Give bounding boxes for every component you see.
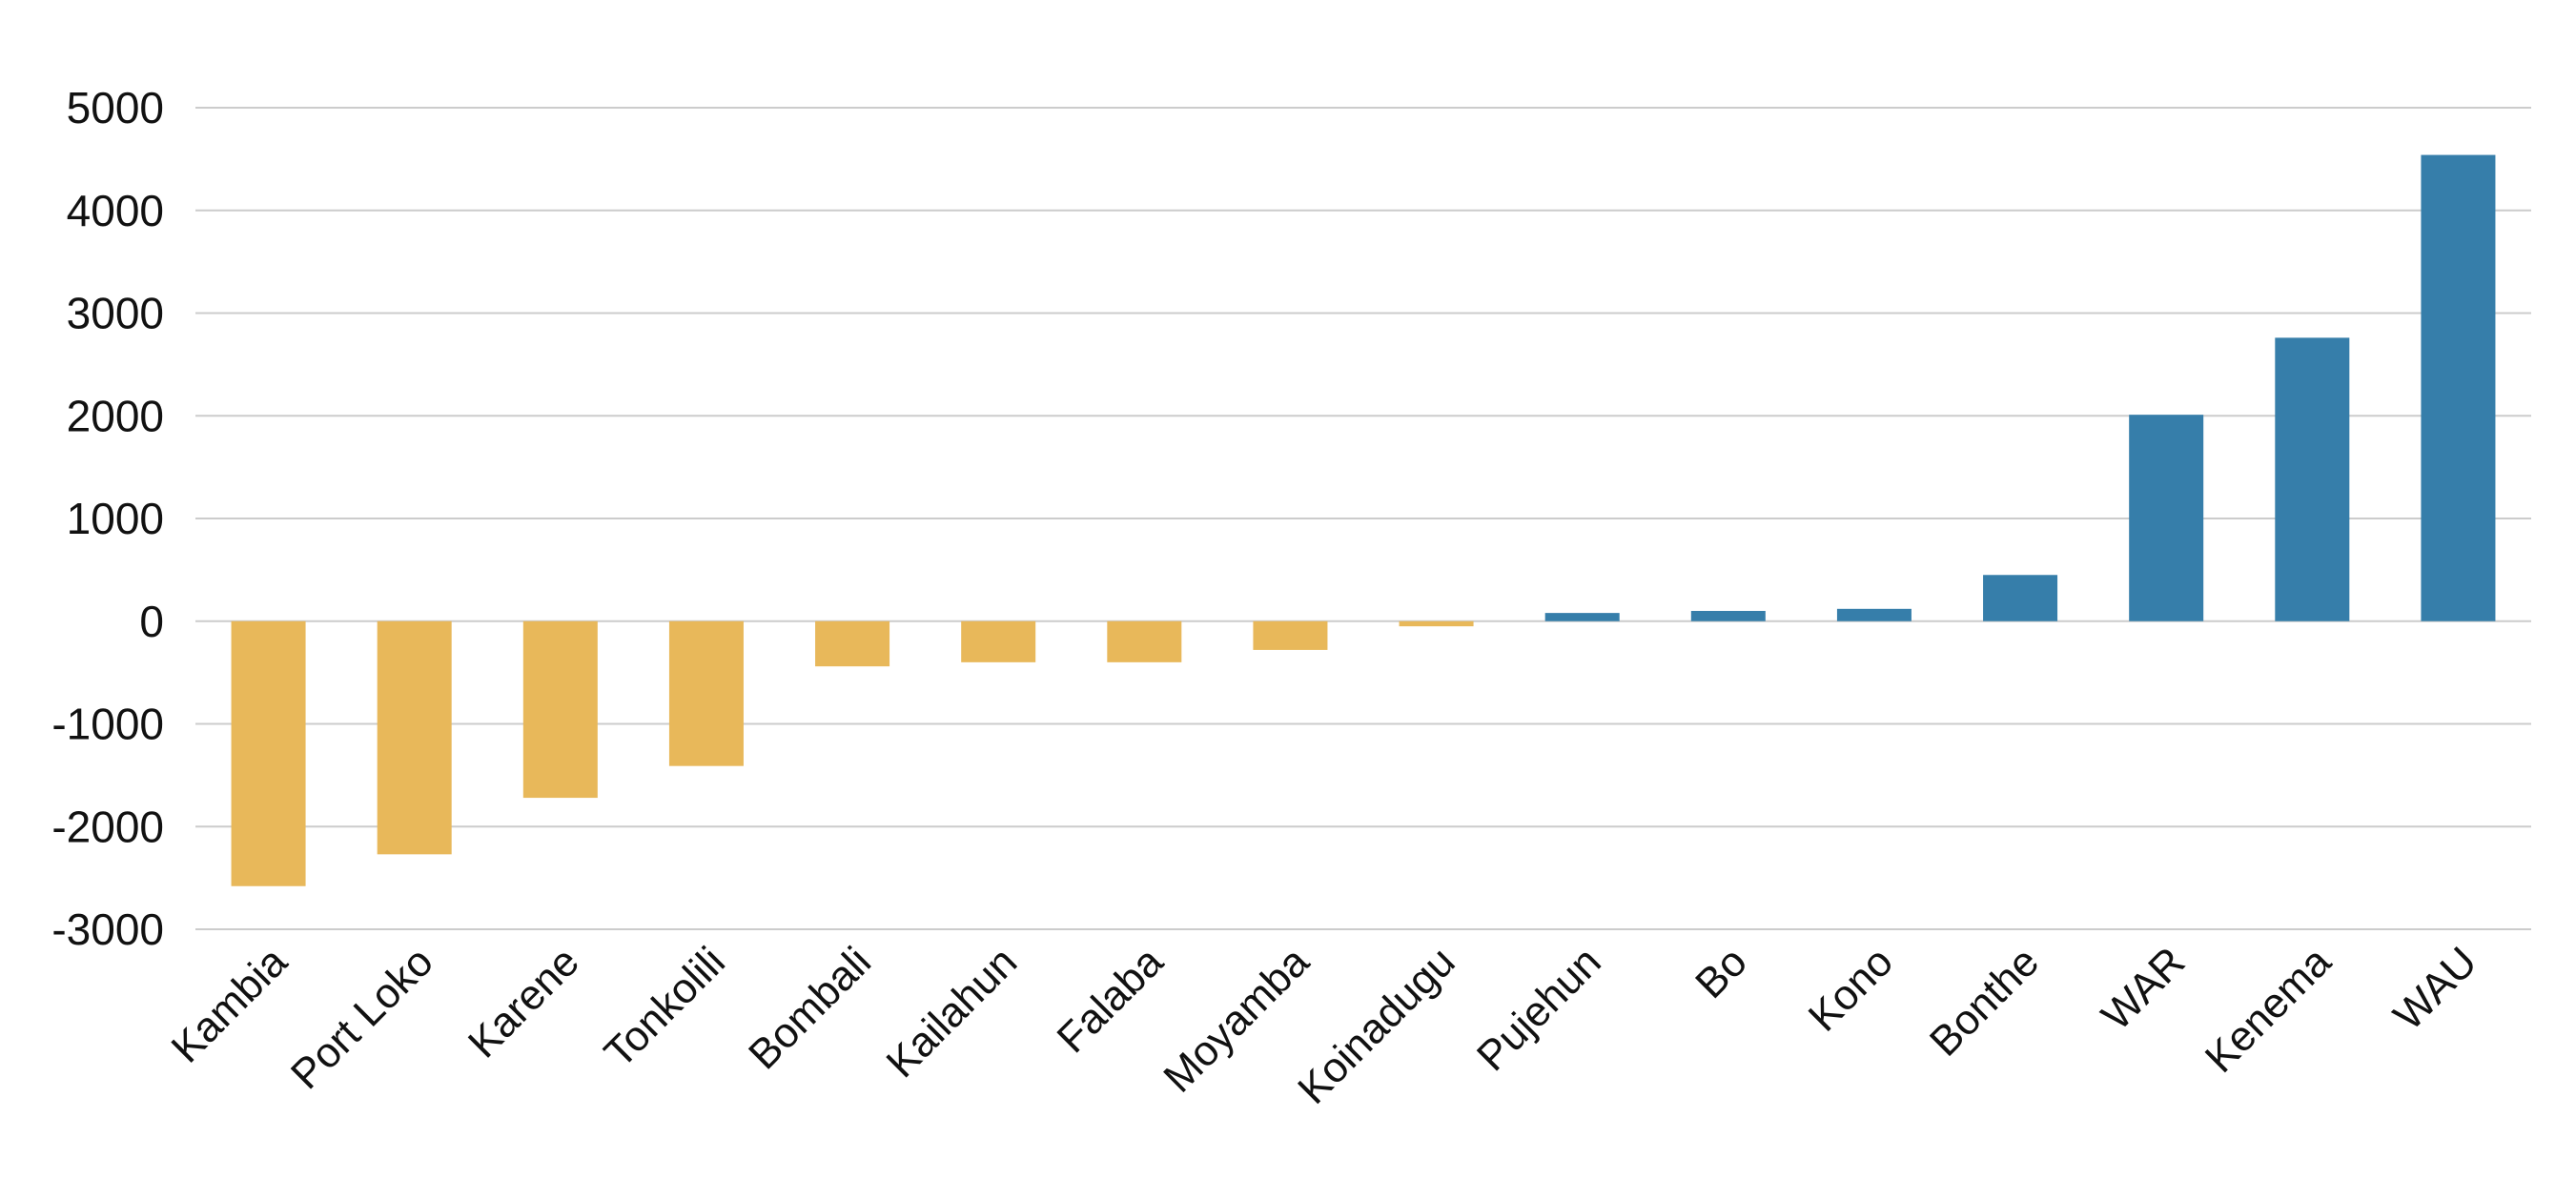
bar-koinadugu [1399, 620, 1474, 627]
y-tick-label: 5000 [67, 83, 164, 132]
y-axis-tick-labels: 5000 4000 3000 2000 1000 0 -1000 -2000 -3000 [51, 83, 164, 954]
bar-pujehun [1544, 613, 1620, 621]
y-tick-label: -2000 [51, 802, 164, 851]
x-category-label-kono: Kono [1800, 938, 1902, 1040]
x-category-label-bo: Bo [1687, 938, 1756, 1007]
x-category-label-bonthe: Bonthe [1921, 938, 2048, 1065]
y-tick-label: 1000 [67, 494, 164, 543]
bar-kailahun [961, 620, 1036, 662]
bar-kambia [231, 620, 306, 886]
bar-kenema [2275, 337, 2350, 621]
x-category-label-karene: Karene [460, 938, 588, 1067]
y-tick-label: 3000 [67, 289, 164, 338]
bar-port-loko [377, 620, 452, 855]
bar-kono [1836, 608, 1912, 621]
bar-tonkolili [668, 620, 744, 766]
bar-bo [1690, 610, 1766, 621]
x-category-label-bombali: Bombali [740, 938, 880, 1078]
x-category-label-tonkolili: Tonkolili [596, 938, 734, 1076]
x-category-label-kailahun: Kailahun [878, 938, 1027, 1087]
x-category-label-koinadugu: Koinadugu [1289, 938, 1463, 1112]
bars [231, 154, 2496, 886]
y-tick-label: -1000 [51, 700, 164, 749]
x-category-label-kambia: Kambia [162, 938, 296, 1072]
x-category-label-wau: WAU [2384, 938, 2485, 1039]
bar-moyamba [1253, 620, 1328, 650]
bar-wau [2421, 154, 2496, 621]
bar-bonthe [1983, 575, 2058, 621]
x-category-label-kenema: Kenema [2197, 938, 2341, 1082]
x-category-label-war: WAR [2093, 938, 2194, 1039]
y-tick-label: 2000 [67, 391, 164, 440]
y-tick-label: 0 [139, 597, 164, 646]
bar-karene [522, 620, 598, 799]
bar-war [2129, 415, 2204, 621]
x-category-label-port-loko: Port Loko [282, 938, 442, 1098]
x-category-label-falaba: Falaba [1049, 938, 1173, 1062]
y-tick-label: -3000 [51, 904, 164, 954]
bar-falaba [1107, 620, 1182, 662]
bar-bombali [815, 620, 890, 667]
x-category-label-pujehun: Pujehun [1468, 938, 1610, 1080]
y-tick-label: 4000 [67, 186, 164, 235]
